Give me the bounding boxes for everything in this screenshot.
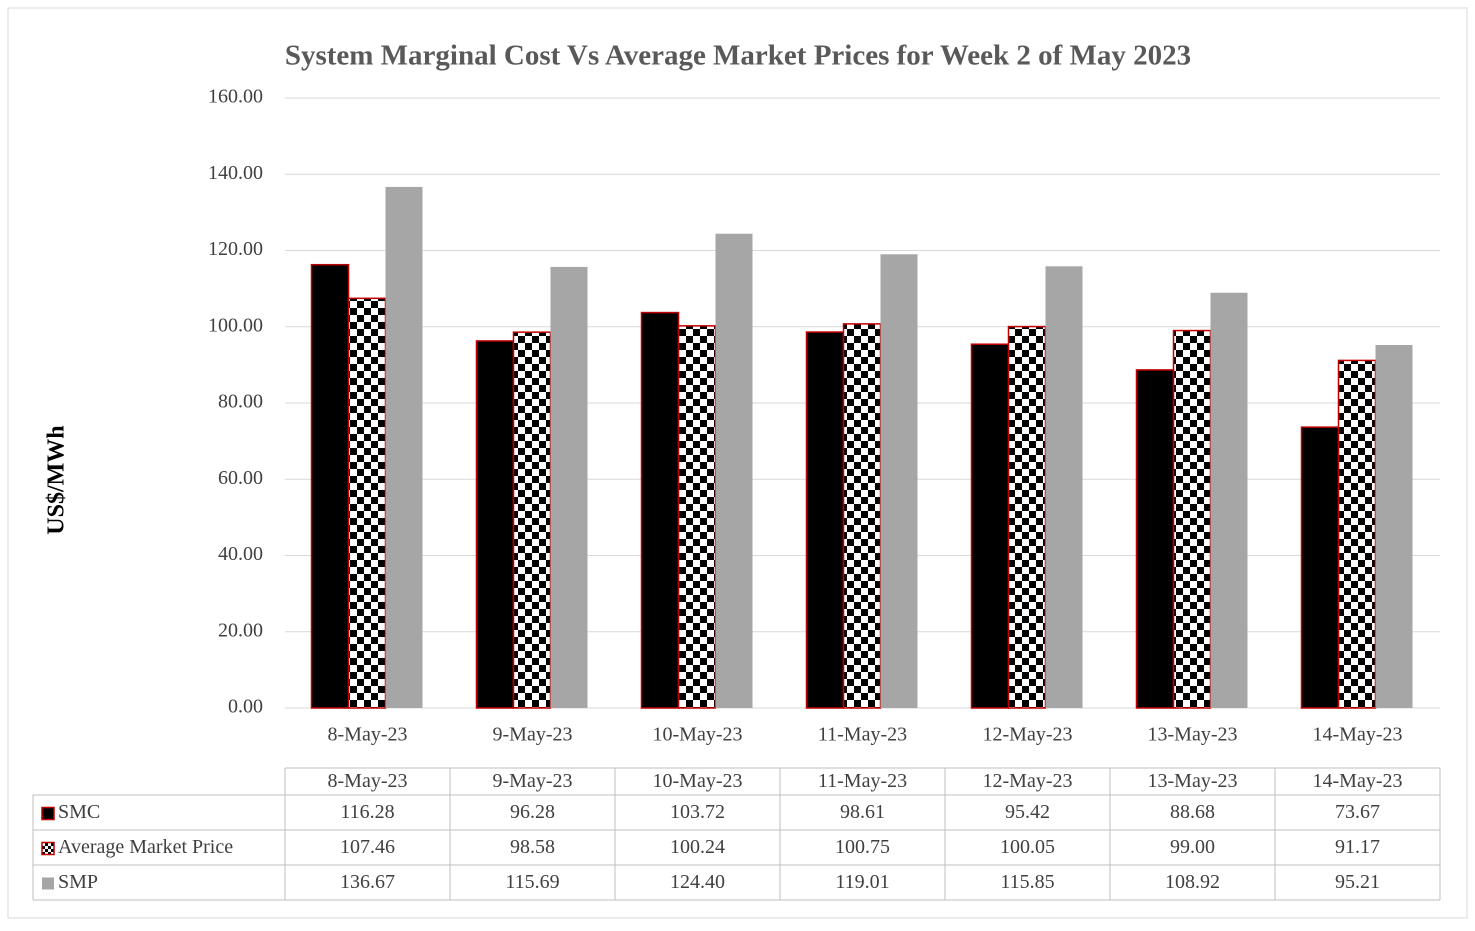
table-cell: 98.61: [840, 801, 885, 823]
bar: [310, 263, 350, 709]
bar: [640, 311, 680, 709]
y-tick-label: 60.00: [218, 467, 263, 489]
x-tick-label: 11-May-23: [818, 724, 907, 746]
x-tick-label: 13-May-23: [1148, 724, 1238, 746]
bar: [512, 331, 552, 709]
bar: [550, 266, 588, 708]
table-cell: 100.05: [1000, 836, 1055, 858]
bar: [1300, 426, 1340, 709]
table-cell: 91.17: [1335, 836, 1380, 858]
table-cell: 96.28: [510, 801, 555, 823]
x-tick-label: 8-May-23: [328, 724, 408, 746]
table-header: 13-May-23: [1148, 770, 1238, 792]
legend-label: Average Market Price: [58, 836, 233, 858]
x-tick-label: 10-May-23: [653, 724, 743, 746]
legend-swatch: [41, 806, 55, 821]
table-cell: 115.69: [505, 871, 559, 893]
x-tick-label: 12-May-23: [983, 724, 1073, 746]
y-tick-label: 160.00: [208, 86, 263, 108]
table-cell: 73.67: [1335, 801, 1380, 823]
y-tick-label: 80.00: [218, 391, 263, 413]
y-axis-title: US$/MWh: [44, 425, 70, 534]
bar: [1375, 345, 1413, 708]
bar: [1337, 359, 1377, 709]
legend-swatch: [42, 877, 54, 890]
table-cell: 95.42: [1005, 801, 1050, 823]
table-cell: 99.00: [1170, 836, 1215, 858]
chart-title: System Marginal Cost Vs Average Market P…: [285, 40, 1191, 72]
x-tick-label: 9-May-23: [493, 724, 573, 746]
bar: [715, 233, 753, 708]
table-cell: 108.92: [1165, 871, 1220, 893]
y-tick-label: 140.00: [208, 162, 263, 184]
bar: [1172, 329, 1212, 709]
table-cell: 103.72: [670, 801, 725, 823]
bar: [1045, 266, 1083, 708]
table-cell: 88.68: [1170, 801, 1215, 823]
bar: [880, 254, 918, 709]
table-cell: 107.46: [340, 836, 395, 858]
y-tick-label: 0.00: [228, 696, 263, 718]
table-header: 14-May-23: [1313, 770, 1403, 792]
legend-label: SMC: [58, 801, 100, 823]
bar: [1007, 325, 1047, 709]
bar: [677, 325, 717, 709]
table-cell: 136.67: [340, 871, 395, 893]
table-cell: 100.24: [670, 836, 725, 858]
table-cell: 98.58: [510, 836, 555, 858]
y-tick-label: 40.00: [218, 543, 263, 565]
bar: [1135, 369, 1175, 709]
bar: [385, 186, 423, 708]
bar: [475, 340, 515, 709]
table-cell: 115.85: [1000, 871, 1054, 893]
bar: [805, 331, 845, 709]
legend-label: SMP: [58, 871, 98, 893]
legend-swatch: [41, 841, 55, 856]
y-tick-label: 120.00: [208, 238, 263, 260]
bar: [970, 343, 1010, 709]
table-header: 9-May-23: [493, 770, 573, 792]
x-tick-label: 14-May-23: [1313, 724, 1403, 746]
table-cell: 95.21: [1335, 871, 1380, 893]
table-cell: 119.01: [835, 871, 889, 893]
table-header: 12-May-23: [983, 770, 1073, 792]
y-tick-label: 20.00: [218, 619, 263, 641]
table-cell: 100.75: [835, 836, 890, 858]
table-cell: 124.40: [670, 871, 725, 893]
y-tick-label: 100.00: [208, 314, 263, 336]
table-cell: 116.28: [340, 801, 394, 823]
bar: [347, 297, 387, 709]
bar: [1210, 292, 1248, 708]
table-header: 8-May-23: [328, 770, 408, 792]
bar: [842, 323, 882, 709]
table-header: 11-May-23: [818, 770, 907, 792]
table-header: 10-May-23: [653, 770, 743, 792]
